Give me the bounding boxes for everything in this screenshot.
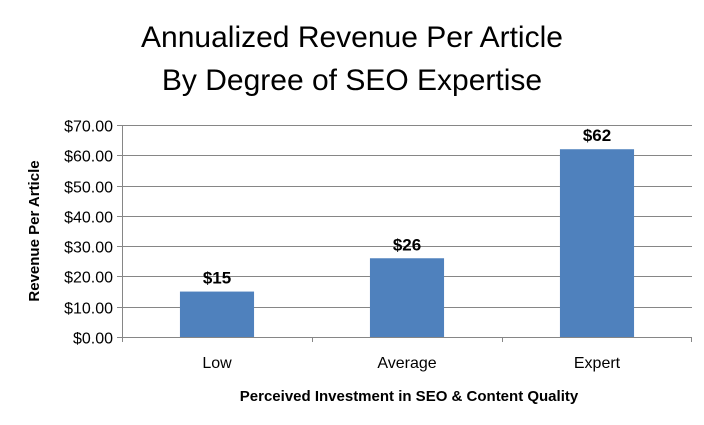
chart-title-line-2: By Degree of SEO Expertise xyxy=(162,64,542,97)
y-tick-label: $50.00 xyxy=(64,180,113,197)
x-axis-title: Perceived Investment in SEO & Content Qu… xyxy=(240,388,579,405)
x-category-label: Average xyxy=(377,355,436,372)
bar-average xyxy=(369,258,445,337)
y-tick-label: $60.00 xyxy=(64,149,113,166)
data-label-average: $26 xyxy=(393,235,421,254)
bar-expert xyxy=(559,149,635,337)
y-axis-ticks: $0.00 $10.00 $20.00 $30.00 $40.00 $50.00 $60.0… xyxy=(64,119,122,348)
data-label-low: $15 xyxy=(203,269,231,288)
x-category-label: Expert xyxy=(574,355,621,372)
x-axis-categories: Low Average Expert xyxy=(122,337,692,372)
y-tick-label: $40.00 xyxy=(64,210,113,227)
data-label-expert: $62 xyxy=(583,126,611,145)
y-tick-label: $30.00 xyxy=(64,240,113,257)
gridlines xyxy=(122,125,692,308)
y-tick-label: $0.00 xyxy=(73,331,113,348)
chart-title-line-1: Annualized Revenue Per Article xyxy=(141,21,563,54)
y-tick-label: $20.00 xyxy=(64,270,113,287)
y-tick-label: $70.00 xyxy=(64,119,113,136)
bars xyxy=(179,149,635,337)
y-axis-title: Revenue Per Article xyxy=(26,160,43,301)
x-category-label: Low xyxy=(202,355,232,372)
y-tick-label: $10.00 xyxy=(64,301,113,318)
bar-low xyxy=(179,291,255,337)
data-labels: $15 $26 $62 xyxy=(203,126,611,287)
